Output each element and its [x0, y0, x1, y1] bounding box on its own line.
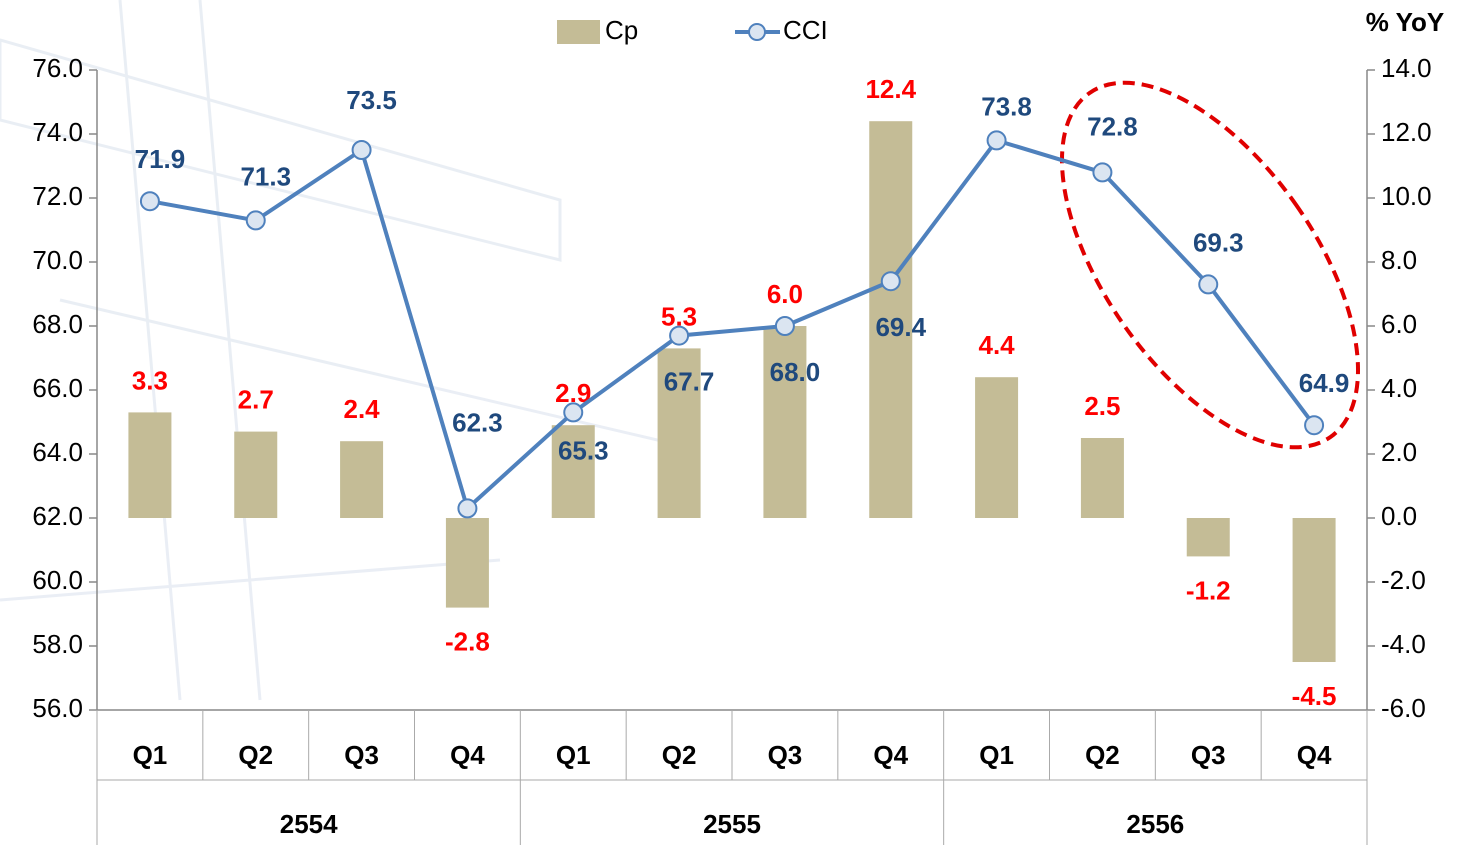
line-marker — [458, 499, 476, 517]
x-tick-label: Q4 — [450, 740, 485, 770]
y2-tick-label: 10.0 — [1381, 181, 1432, 211]
y-tick-label: 70.0 — [32, 245, 83, 275]
x-tick-label: Q2 — [662, 740, 697, 770]
bar — [128, 412, 171, 518]
bar-value-label: 3.3 — [132, 365, 168, 395]
x-tick-label: Q4 — [873, 740, 908, 770]
line-marker — [882, 272, 900, 290]
line-value-label: 73.5 — [346, 85, 397, 115]
x-group-label: 2556 — [1126, 809, 1184, 839]
legend-label: CCI — [783, 15, 828, 45]
legend-swatch — [749, 24, 765, 40]
y2-tick-label: 6.0 — [1381, 309, 1417, 339]
bar — [1187, 518, 1230, 556]
highlight-ellipse — [1004, 33, 1417, 497]
y2-tick-label: 4.0 — [1381, 373, 1417, 403]
bar-value-label: 6.0 — [767, 279, 803, 309]
line-value-label: 64.9 — [1299, 368, 1350, 398]
y2-tick-label: 2.0 — [1381, 437, 1417, 467]
line-marker — [776, 317, 794, 335]
bar-value-label: 12.4 — [865, 74, 916, 104]
chart: % YoY 56.0 58.0 60.0 62.0 64.0 66.0 68.0 70.0 72… — [0, 0, 1466, 845]
bar — [975, 377, 1018, 518]
y-tick-label: 62.0 — [32, 501, 83, 531]
y-tick-label: 66.0 — [32, 373, 83, 403]
line-value-label: 69.4 — [875, 312, 926, 342]
y2-tick-label: -4.0 — [1381, 629, 1426, 659]
bar-value-label: -4.5 — [1292, 681, 1337, 711]
line-marker — [353, 141, 371, 159]
y2-tick-label: 12.0 — [1381, 117, 1432, 147]
line-marker — [141, 192, 159, 210]
x-tick-label: Q4 — [1297, 740, 1332, 770]
line-value-label: 68.0 — [770, 357, 821, 387]
y-tick-label: 58.0 — [32, 629, 83, 659]
y2-axis-title: % YoY — [1366, 7, 1445, 37]
y2-tick-label: 0.0 — [1381, 501, 1417, 531]
bar-value-label: 2.4 — [344, 394, 381, 424]
y-tick-label: 76.0 — [32, 53, 83, 83]
line-marker — [988, 131, 1006, 149]
bar — [763, 326, 806, 518]
bar-value-label: 2.5 — [1084, 391, 1120, 421]
y2-tick-label: 8.0 — [1381, 245, 1417, 275]
x-tick-label: Q1 — [979, 740, 1014, 770]
y-tick-label: 64.0 — [32, 437, 83, 467]
line-value-label: 67.7 — [664, 366, 715, 396]
line-value-label: 69.3 — [1193, 227, 1244, 257]
y-tick-label: 60.0 — [32, 565, 83, 595]
x-tick-label: Q3 — [344, 740, 379, 770]
x-group-label: 2555 — [703, 809, 761, 839]
y-tick-label: 74.0 — [32, 117, 83, 147]
y-tick-label: 56.0 — [32, 693, 83, 723]
line-value-label: 62.3 — [452, 407, 503, 437]
bar — [234, 432, 277, 518]
line — [150, 140, 1314, 508]
x-tick-label: Q3 — [1191, 740, 1226, 770]
x-group-label: 2554 — [280, 809, 338, 839]
line-value-label: 65.3 — [558, 435, 609, 465]
legend-label: Cp — [605, 15, 638, 45]
y-tick-label: 68.0 — [32, 309, 83, 339]
bar-value-label: -2.8 — [445, 626, 490, 656]
line-value-label: 71.3 — [240, 161, 291, 191]
line-marker — [670, 327, 688, 345]
line-marker — [247, 211, 265, 229]
bar-value-label: -1.2 — [1186, 575, 1231, 605]
line-value-label: 71.9 — [135, 144, 186, 174]
x-tick-label: Q2 — [238, 740, 273, 770]
line-value-label: 72.8 — [1087, 111, 1138, 141]
line-marker — [1305, 416, 1323, 434]
y2-tick-label: 14.0 — [1381, 53, 1432, 83]
legend-swatch — [557, 20, 600, 44]
x-tick-label: Q1 — [556, 740, 591, 770]
bar-value-label: 2.7 — [238, 384, 274, 414]
x-tick-label: Q2 — [1085, 740, 1120, 770]
y2-tick-label: -2.0 — [1381, 565, 1426, 595]
y-tick-label: 72.0 — [32, 181, 83, 211]
x-tick-label: Q3 — [768, 740, 803, 770]
bar — [446, 518, 489, 608]
line-marker — [564, 403, 582, 421]
bar — [1293, 518, 1336, 662]
line-value-label: 73.8 — [981, 91, 1032, 121]
x-tick-label: Q1 — [133, 740, 168, 770]
bar-value-label: 4.4 — [979, 330, 1016, 360]
y2-tick-label: -6.0 — [1381, 693, 1426, 723]
bar — [1081, 438, 1124, 518]
line-marker — [1093, 163, 1111, 181]
bar — [340, 441, 383, 518]
line-marker — [1199, 275, 1217, 293]
